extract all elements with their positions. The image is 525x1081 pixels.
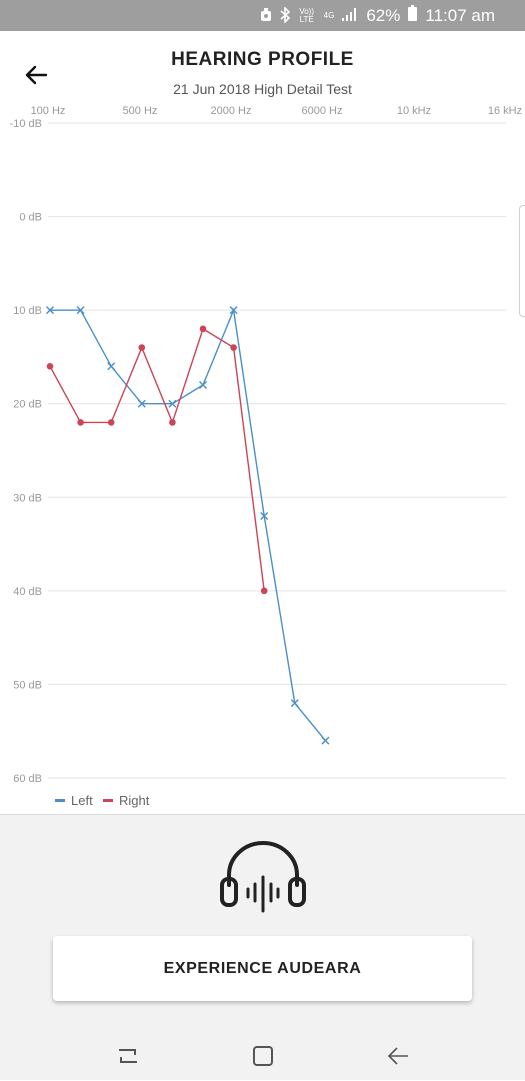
network-type: 4G xyxy=(323,10,335,20)
data-point-left xyxy=(107,362,116,371)
home-icon xyxy=(252,1046,273,1066)
legend-label-left: Left xyxy=(71,793,93,808)
data-point-left xyxy=(321,736,330,745)
y-tick-label: 40 dB xyxy=(13,586,42,598)
volte-indicator: Vo)) LTE xyxy=(299,6,314,24)
battery-percent: 62% xyxy=(366,5,401,25)
home-button[interactable] xyxy=(243,1036,283,1076)
y-tick-label: 30 dB xyxy=(13,492,42,504)
back-button[interactable] xyxy=(18,57,54,93)
arrow-left-icon xyxy=(25,65,48,85)
y-tick-label: 20 dB xyxy=(13,399,42,411)
data-point-left xyxy=(199,381,207,389)
legend-swatch-left xyxy=(55,799,65,802)
y-tick-label: 60 dB xyxy=(13,773,42,785)
y-tick-label: 0 dB xyxy=(19,212,42,224)
app-header: HEARING PROFILE 21 Jun 2018 High Detail … xyxy=(0,31,525,101)
x-tick-label: 100 Hz xyxy=(31,105,66,117)
recent-apps-icon xyxy=(118,1049,137,1063)
data-point-left xyxy=(260,512,269,520)
series-line-right xyxy=(49,327,265,591)
y-tick-label: 10 dB xyxy=(13,305,42,317)
data-point-left xyxy=(76,306,85,315)
clock: 11:07 am xyxy=(425,5,495,25)
battery-icon xyxy=(408,5,418,26)
signal-icon xyxy=(342,6,358,26)
legend-label-right: Right xyxy=(119,793,150,808)
data-point-right xyxy=(46,362,54,370)
x-tick-label: 2000 Hz xyxy=(211,105,252,117)
data-point-right xyxy=(138,344,146,351)
data-point-right xyxy=(260,587,268,595)
data-point-left xyxy=(168,399,177,408)
y-tick-label: -10 dB xyxy=(10,118,42,130)
alarm-icon xyxy=(260,7,272,24)
side-panel-handle[interactable] xyxy=(519,205,525,317)
data-point-right xyxy=(107,419,115,426)
page-title: HEARING PROFILE xyxy=(171,49,354,70)
series-line-left xyxy=(50,307,326,742)
bottom-panel: EXPERIENCE AUDEARA xyxy=(0,814,525,1080)
x-tick-label: 16 kHz xyxy=(488,105,522,117)
data-point-right xyxy=(199,325,207,333)
data-point-left xyxy=(46,306,54,315)
x-tick-label: 6000 Hz xyxy=(302,105,343,117)
bluetooth-icon xyxy=(280,5,290,25)
data-point-right xyxy=(169,419,176,426)
headphones-soundwave-icon xyxy=(220,841,306,913)
x-tick-label: 500 Hz xyxy=(123,105,158,117)
status-bar: Vo)) LTE 4G 62% 11:07 am xyxy=(0,0,525,31)
legend-swatch-right xyxy=(103,799,113,802)
data-point-right xyxy=(230,344,237,351)
test-date-subtitle: 21 Jun 2018 High Detail Test xyxy=(173,81,352,97)
back-icon xyxy=(387,1047,408,1065)
x-tick-label: 10 kHz xyxy=(397,105,431,117)
y-tick-label: 50 dB xyxy=(13,679,42,691)
data-point-left xyxy=(137,399,146,408)
audiogram-svg: -10 dB 0 dB 10 dB 20 dB 30 dB 40 dB 50 dB 60 dB… xyxy=(10,105,523,808)
data-point-left xyxy=(290,699,299,708)
system-back-button[interactable] xyxy=(378,1036,418,1076)
hearing-chart: -10 dB 0 dB 10 dB 20 dB 30 dB 40 dB 50 dB 60 dB… xyxy=(0,100,525,815)
data-point-left xyxy=(229,306,238,315)
system-navbar xyxy=(0,1031,525,1081)
data-point-right xyxy=(77,419,84,426)
recent-apps-button[interactable] xyxy=(108,1036,148,1076)
experience-audeara-button[interactable]: EXPERIENCE AUDEARA xyxy=(53,936,472,1001)
